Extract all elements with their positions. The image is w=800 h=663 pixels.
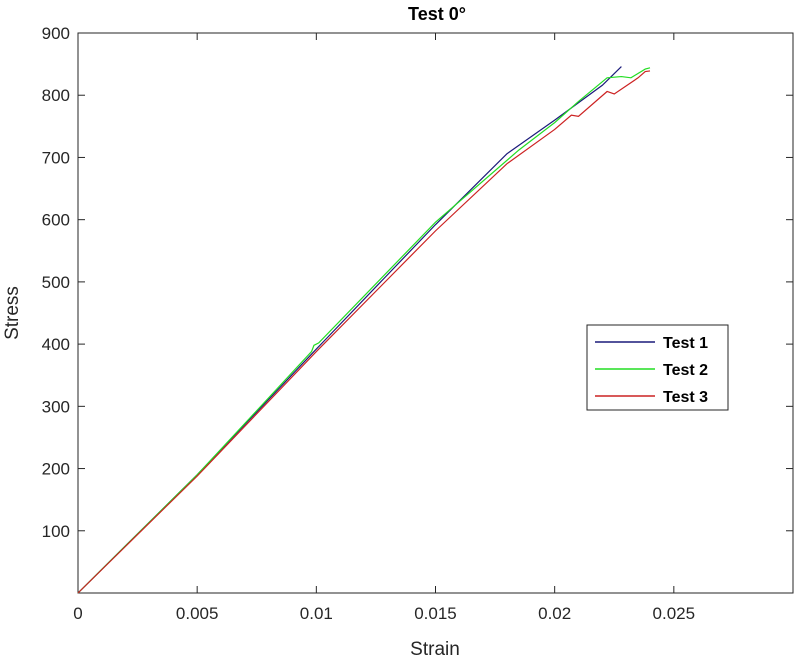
legend-label-test-1: Test 1 [663, 335, 708, 352]
x-axis-label: Strain [410, 639, 460, 660]
x-tick-label: 0.025 [653, 604, 696, 623]
y-tick-label: 900 [42, 24, 70, 43]
y-tick-label: 500 [42, 273, 70, 292]
series-line-test-3 [77, 70, 651, 594]
series-lines [77, 66, 651, 594]
chart-title: Test 0° [408, 4, 466, 24]
x-tick-label: 0 [73, 604, 82, 623]
y-tick-label: 300 [42, 397, 70, 416]
legend-label-test-2: Test 2 [663, 362, 708, 379]
y-tick-label: 800 [42, 86, 70, 105]
x-tick-label: 0.01 [300, 604, 333, 623]
x-tick-label: 0.015 [414, 604, 457, 623]
y-axis-label: Stress [2, 286, 23, 340]
plot-area-frame [77, 32, 794, 594]
y-tick-label: 600 [42, 211, 70, 230]
y-tick-label: 400 [42, 335, 70, 354]
y-tick-label: 700 [42, 148, 70, 167]
x-tick-label: 0.005 [176, 604, 219, 623]
legend: Test 1 Test 2 Test 3 [586, 324, 729, 411]
y-tick-label: 100 [42, 522, 70, 541]
y-axis-ticks: 100 200 300 400 500 600 700 800 900 [42, 24, 793, 541]
legend-label-test-3: Test 3 [663, 389, 708, 406]
series-line-test-2 [77, 67, 651, 594]
x-axis-ticks: 0 0.005 0.01 0.015 0.02 0.025 [73, 33, 695, 623]
x-tick-label: 0.02 [538, 604, 571, 623]
y-tick-label: 200 [42, 460, 70, 479]
